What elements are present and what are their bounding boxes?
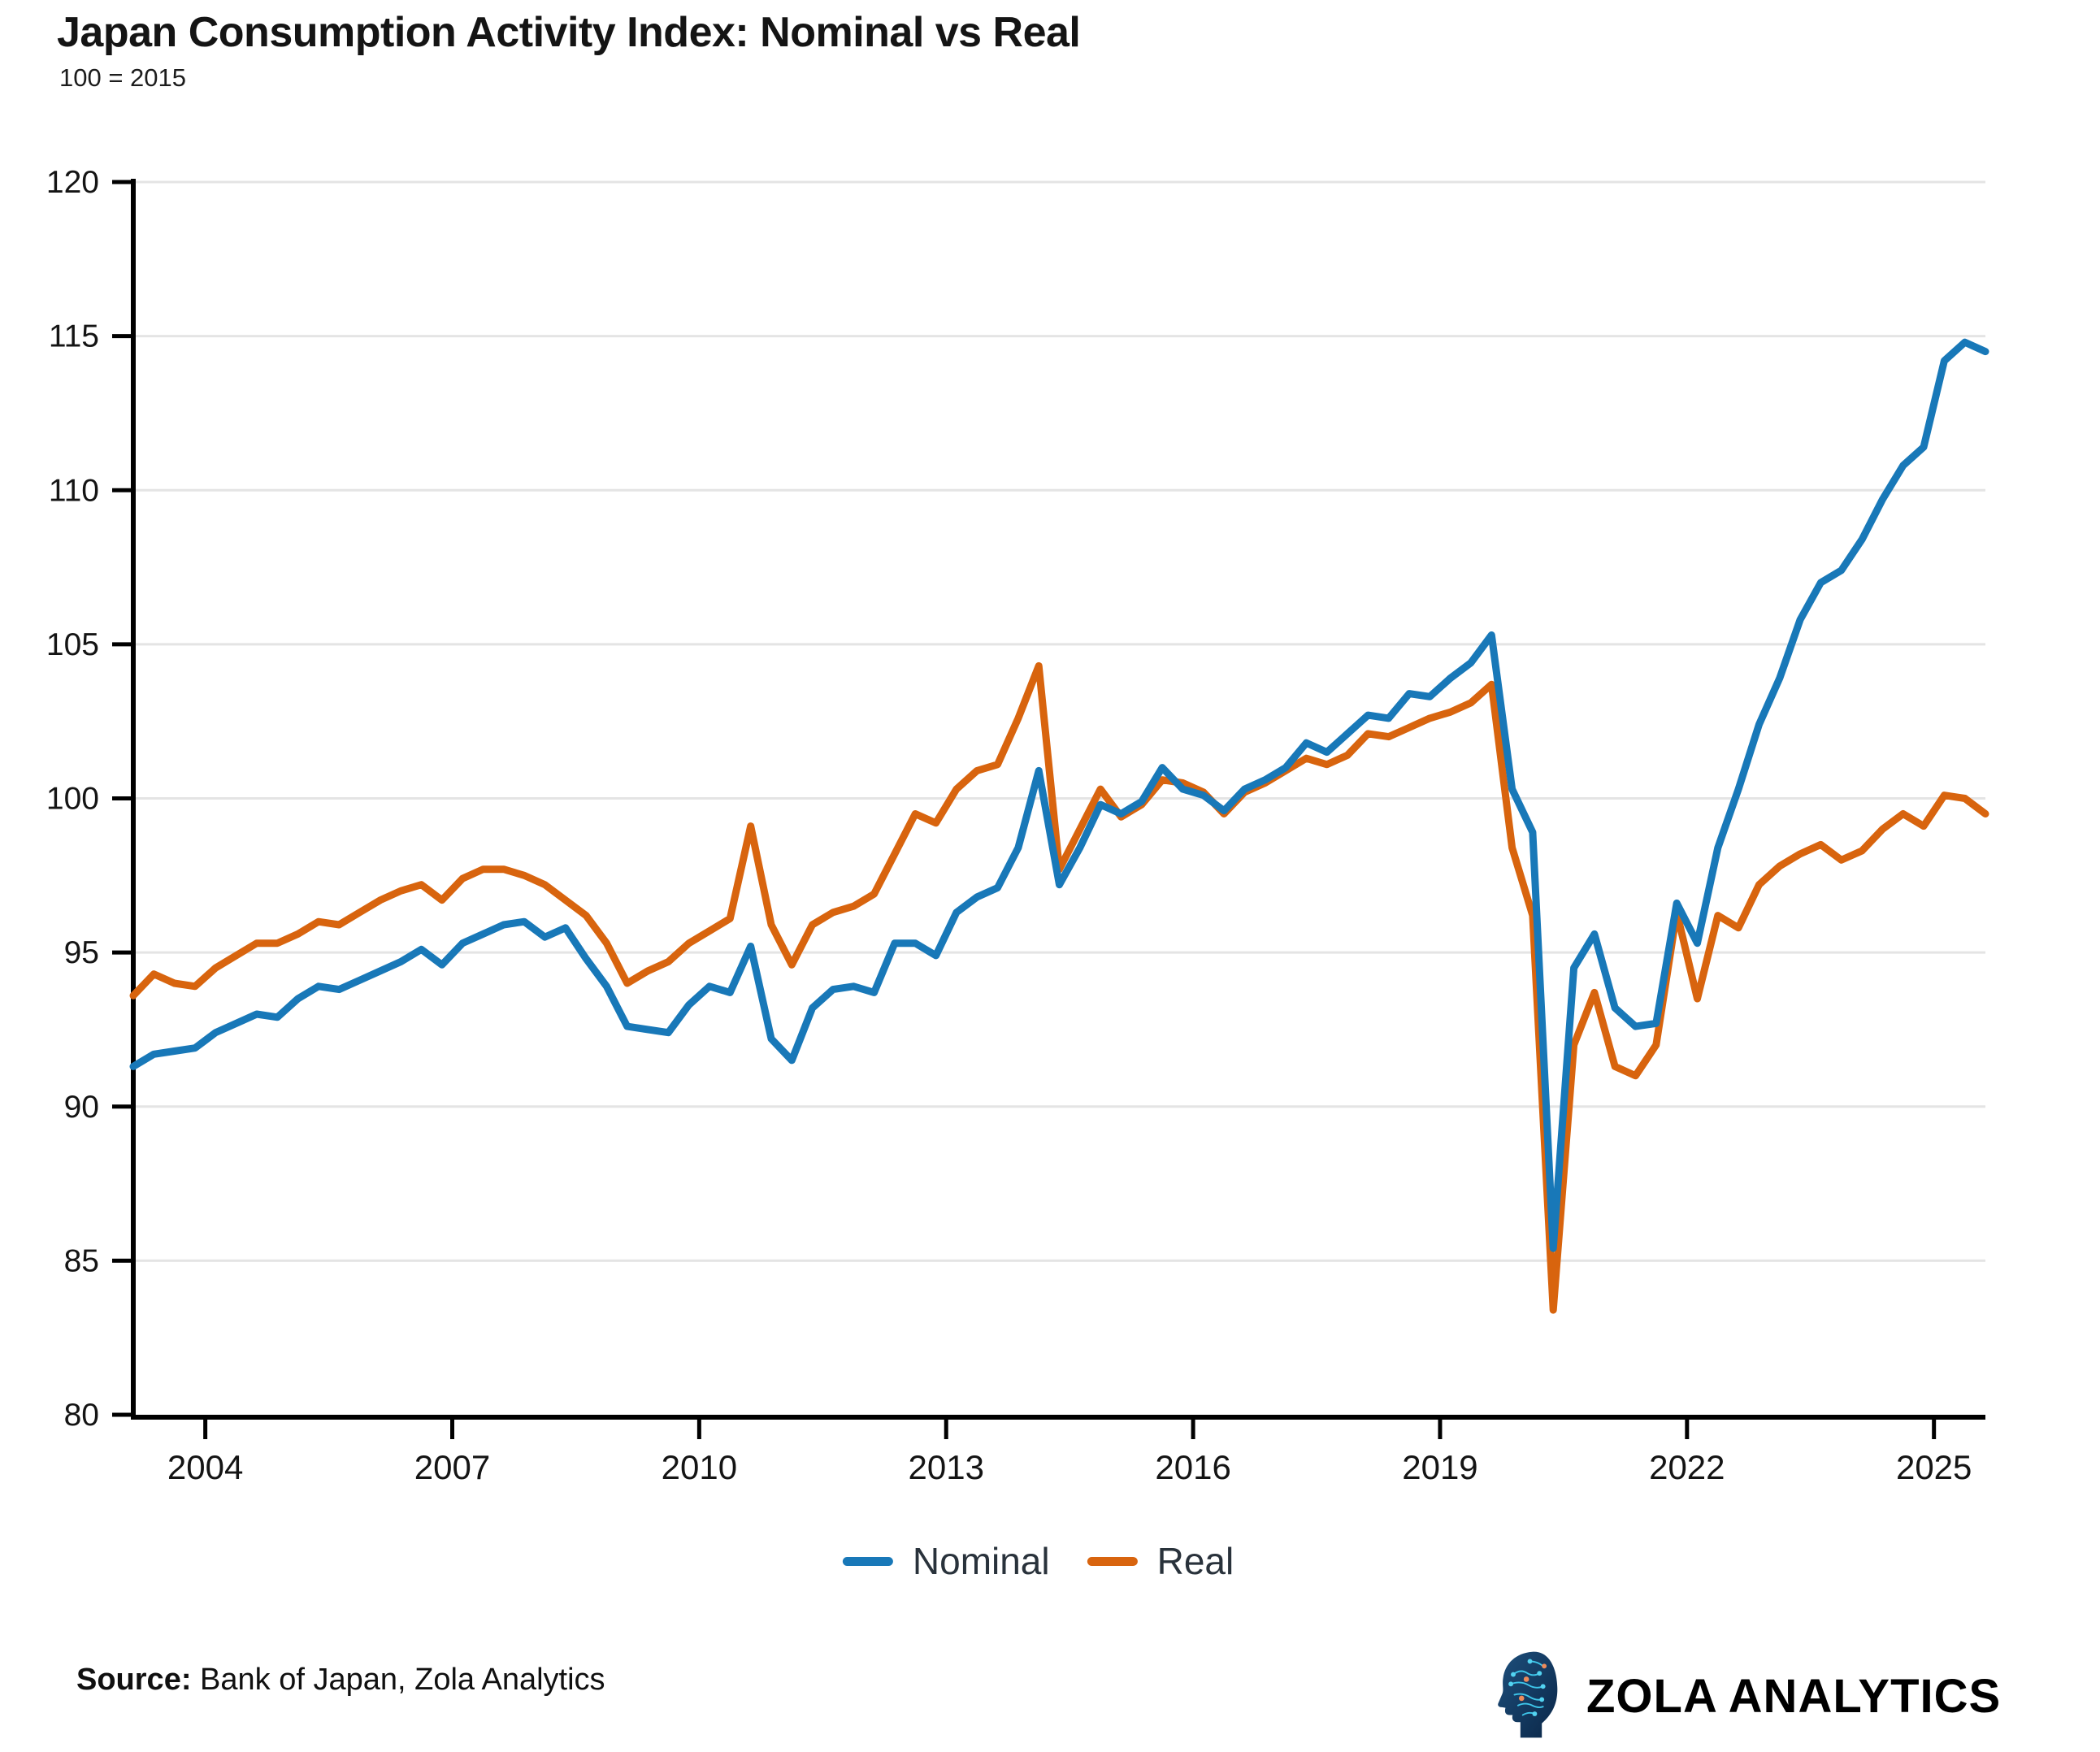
chart-title: Japan Consumption Activity Index: Nomina… bbox=[57, 9, 1081, 56]
source-line: Source: Bank of Japan, Zola Analytics bbox=[76, 1663, 605, 1698]
legend-item-nominal: Nominal bbox=[842, 1539, 1050, 1583]
source-text: Bank of Japan, Zola Analytics bbox=[191, 1663, 605, 1697]
circuit-head-icon bbox=[1498, 1651, 1558, 1738]
y-tick-label: 110 bbox=[49, 473, 99, 508]
legend-label: Nominal bbox=[912, 1540, 1050, 1582]
y-tick-label: 80 bbox=[64, 1398, 99, 1433]
x-tick-label: 2013 bbox=[909, 1448, 984, 1486]
x-tick-label: 2010 bbox=[662, 1448, 737, 1486]
y-tick-label: 120 bbox=[46, 165, 99, 200]
y-tick-label: 100 bbox=[46, 782, 99, 817]
brand-name: ZOLA ANALYTICS bbox=[1586, 1669, 2002, 1723]
legend-swatch-icon bbox=[842, 1556, 893, 1566]
x-tick-label: 2007 bbox=[414, 1448, 490, 1486]
chart-legend: Nominal Real bbox=[842, 1539, 1234, 1583]
x-tick-label: 2022 bbox=[1649, 1448, 1725, 1486]
y-tick-label: 90 bbox=[64, 1090, 99, 1125]
legend-swatch-icon bbox=[1087, 1556, 1138, 1566]
source-label: Source: bbox=[76, 1663, 192, 1697]
series-line-nominal bbox=[129, 338, 1989, 1252]
legend-item-real: Real bbox=[1087, 1539, 1234, 1583]
x-tick-label: 2019 bbox=[1402, 1448, 1477, 1486]
brand-logo: ZOLA ANALYTICS bbox=[1495, 1648, 2001, 1744]
y-tick-label: 105 bbox=[46, 627, 99, 662]
series-line-real bbox=[129, 661, 1989, 1314]
y-tick-label: 85 bbox=[64, 1243, 99, 1278]
x-tick-label: 2025 bbox=[1896, 1448, 1972, 1486]
x-tick-label: 2016 bbox=[1155, 1448, 1230, 1486]
y-tick-label: 115 bbox=[49, 319, 99, 354]
chart-subtitle: 100 = 2015 bbox=[59, 63, 187, 92]
y-tick-label: 95 bbox=[64, 935, 99, 970]
legend-label: Real bbox=[1156, 1540, 1234, 1582]
x-tick-label: 2004 bbox=[167, 1448, 243, 1486]
